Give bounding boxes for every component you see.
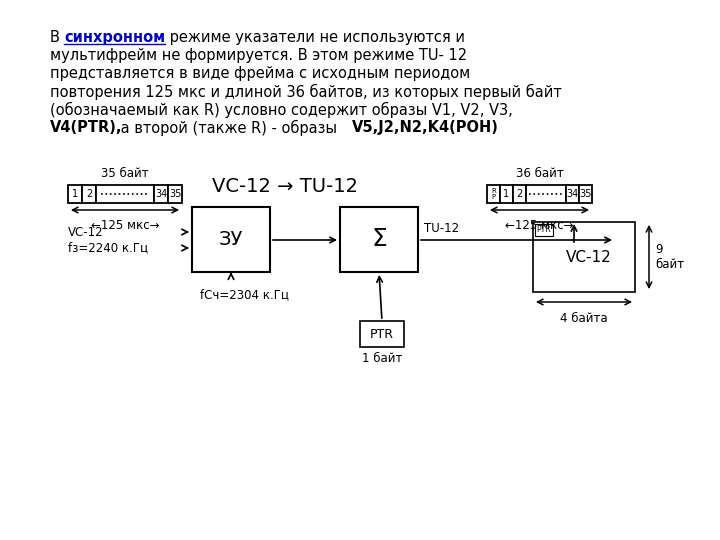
Text: ←125 мкс→: ←125 мкс→: [91, 219, 159, 232]
Bar: [192, 207, 270, 272]
Text: синхронном: синхронном: [64, 30, 165, 45]
Text: 9
байт: 9 байт: [655, 243, 684, 271]
Text: VC-12 → TU-12: VC-12 → TU-12: [212, 178, 358, 197]
Text: 1: 1: [72, 189, 78, 199]
Text: 34: 34: [567, 189, 579, 199]
Bar: [340, 207, 418, 272]
Bar: [500, 185, 513, 203]
Bar: [96, 185, 154, 203]
Text: TU-12: TU-12: [424, 222, 459, 235]
Text: Σ: Σ: [371, 227, 387, 252]
Text: 34: 34: [155, 189, 167, 199]
Bar: [82, 185, 96, 203]
Bar: [487, 185, 500, 203]
Text: (обозначаемый как R) условно содержит образы V1, V2, V3,: (обозначаемый как R) условно содержит об…: [50, 102, 513, 118]
Text: V5,J2,N2,K4(POH): V5,J2,N2,K4(POH): [352, 120, 499, 135]
Text: 2: 2: [86, 189, 92, 199]
Text: В: В: [50, 30, 65, 45]
Bar: [579, 185, 592, 203]
Text: ЗУ: ЗУ: [219, 230, 243, 249]
Bar: [168, 185, 182, 203]
Text: 36 байт: 36 байт: [516, 167, 563, 180]
Text: 1: 1: [503, 189, 510, 199]
Text: ←125 мкс→: ←125 мкс→: [505, 219, 574, 232]
Bar: [68, 185, 82, 203]
Bar: [566, 185, 579, 203]
Text: VC-12: VC-12: [68, 226, 104, 239]
Text: V4(PTR),: V4(PTR),: [50, 120, 122, 135]
Text: 2: 2: [516, 189, 523, 199]
Text: PTR: PTR: [370, 327, 394, 341]
Text: fз=2240 к.Гц: fз=2240 к.Гц: [68, 241, 148, 254]
Text: PTR: PTR: [536, 226, 552, 234]
Bar: [154, 185, 168, 203]
Text: 35 байт: 35 байт: [102, 167, 149, 180]
Text: fСч=2304 к.Гц: fСч=2304 к.Гц: [200, 288, 289, 301]
Bar: [533, 222, 635, 292]
Text: VC-12: VC-12: [566, 249, 612, 265]
Text: представляется в виде фрейма с исходным периодом: представляется в виде фрейма с исходным …: [50, 66, 470, 81]
Text: 35: 35: [580, 189, 592, 199]
Bar: [535, 224, 553, 236]
Bar: [513, 185, 526, 203]
Text: 4 байта: 4 байта: [560, 312, 608, 325]
Bar: [526, 185, 566, 203]
Text: 1 байт: 1 байт: [362, 352, 402, 365]
Text: а второй (также R) - образы: а второй (также R) - образы: [116, 120, 341, 136]
Bar: [360, 321, 404, 347]
Text: 35: 35: [168, 189, 181, 199]
Text: повторения 125 мкс и длиной 36 байтов, из которых первый байт: повторения 125 мкс и длиной 36 байтов, и…: [50, 84, 562, 100]
Text: R: R: [491, 188, 496, 194]
Text: режиме указатели не используются и: режиме указатели не используются и: [165, 30, 465, 45]
Text: мультифрейм не формируется. В этом режиме TU- 12: мультифрейм не формируется. В этом режим…: [50, 48, 467, 63]
Text: P: P: [492, 194, 495, 200]
